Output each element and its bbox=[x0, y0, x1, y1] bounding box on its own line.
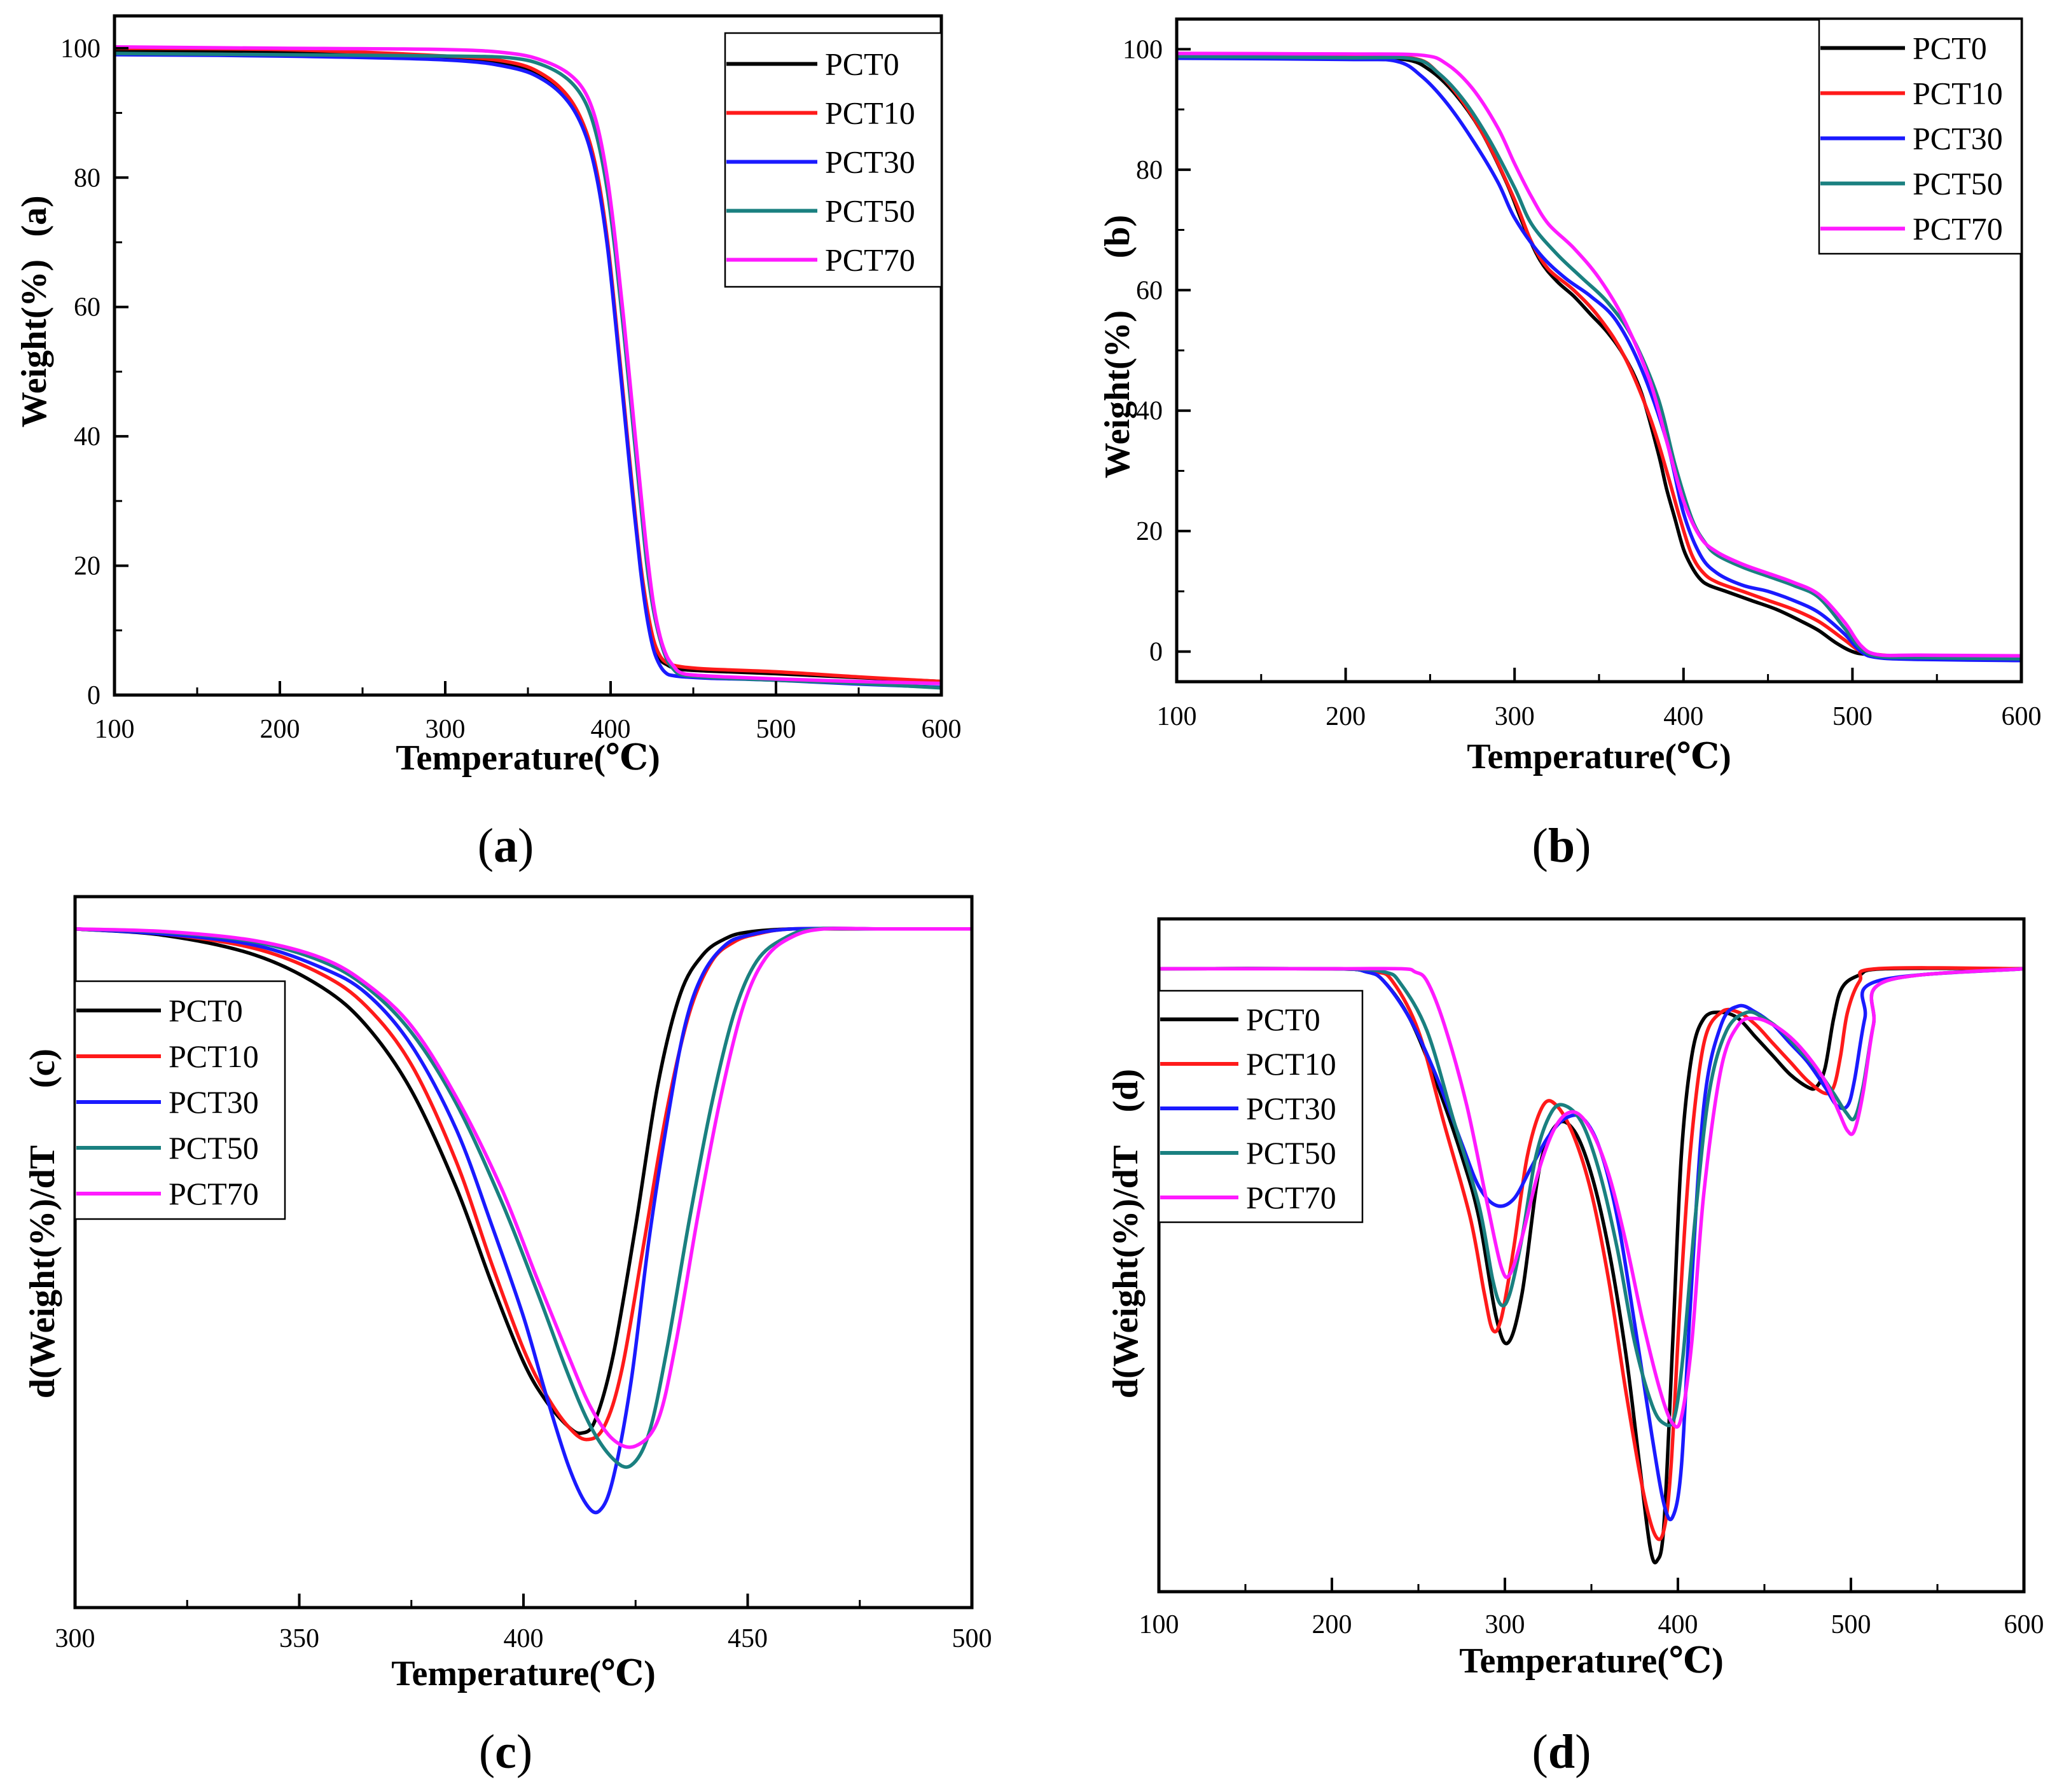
panel-a-series-pct70-line bbox=[114, 45, 941, 686]
panel-c-legend-label-pct0: PCT0 bbox=[169, 993, 243, 1028]
panel-c-legend-label-pct50: PCT50 bbox=[169, 1130, 259, 1166]
panel-a-legend: PCT0 PCT10 PCT30 PCT50 PCT70 bbox=[724, 32, 943, 288]
panel-b-y-axis-tag: (b) bbox=[1098, 215, 1137, 258]
panel-a-x-tick-label: 400 bbox=[591, 715, 631, 744]
panel-a-y-tick-label: 80 bbox=[74, 163, 100, 193]
panel-a-y-axis-tag: (a) bbox=[15, 195, 54, 237]
panel-b-legend-label-pct70: PCT70 bbox=[1913, 211, 2003, 247]
panel-c-series-pct50-line bbox=[75, 926, 972, 1469]
panel-b-y-tick-label: 40 bbox=[1136, 397, 1163, 426]
panel-c-chart: 300 350 400 450 500 Temperature(℃) d(Weight(%)… bbox=[23, 895, 992, 1693]
panel-d-x-axis-label: Temperature(℃) bbox=[1459, 1641, 1723, 1681]
panel-d-x-tick-label: 500 bbox=[1831, 1610, 1871, 1639]
panel-d-legend-label-pct0: PCT0 bbox=[1246, 1002, 1320, 1037]
panel-c-legend-label-pct30: PCT30 bbox=[169, 1084, 259, 1120]
panel-a-x-tick-label: 500 bbox=[756, 715, 796, 744]
caption-a: (a) bbox=[478, 819, 534, 872]
caption-c: (c) bbox=[479, 1725, 532, 1779]
panel-a-legend-label-pct10: PCT10 bbox=[825, 95, 915, 131]
panel-a-y-tick-label: 40 bbox=[74, 422, 100, 451]
panel-b-y-axis-label: Weight(%) bbox=[1098, 310, 1137, 478]
panel-d-series-group bbox=[1159, 966, 2024, 1564]
panel-d-series-pct10-line bbox=[1159, 966, 2024, 1541]
panel-b-chart: 100 200 300 400 500 600 0 20 40 60 80 100 Temperatur… bbox=[1098, 17, 2042, 776]
panel-d-legend-label-pct30: PCT30 bbox=[1246, 1091, 1336, 1126]
panel-b-series-pct50-line bbox=[1177, 54, 2021, 661]
panel-b-legend-label-pct50: PCT50 bbox=[1913, 166, 2003, 202]
panel-b-legend: PCT0 PCT10 PCT30 PCT50 PCT70 bbox=[1818, 18, 2023, 255]
panel-a-x-tick-label: 600 bbox=[922, 715, 962, 744]
panel-a-y-tick-label: 60 bbox=[74, 293, 100, 322]
panel-a-series-group bbox=[114, 45, 941, 690]
panel-c-x-axis-label: Temperature(℃) bbox=[391, 1654, 655, 1693]
panel-a-y-tick-label: 0 bbox=[87, 681, 100, 710]
panel-a-y-axis-label: Weight(%) bbox=[15, 259, 54, 427]
panel-b-series-pct30-line bbox=[1177, 56, 2021, 663]
panel-c-x-tick-label: 400 bbox=[504, 1624, 544, 1653]
panel-a-legend-label-pct50: PCT50 bbox=[825, 193, 915, 229]
caption-b: (b) bbox=[1532, 819, 1591, 872]
panel-b-x-axis-label: Temperature(℃) bbox=[1467, 737, 1731, 776]
panel-d-x-tick-label: 400 bbox=[1658, 1610, 1698, 1639]
panel-a-y-tick-label: 100 bbox=[60, 34, 100, 64]
panel-c-legend-label-pct70: PCT70 bbox=[169, 1176, 259, 1211]
panel-b-x-tick-label: 100 bbox=[1157, 702, 1197, 731]
panel-c-series-pct10-line bbox=[75, 927, 972, 1442]
caption-d: (d) bbox=[1532, 1725, 1591, 1779]
panel-b-x-tick-label: 200 bbox=[1326, 702, 1366, 731]
panel-c-y-axis-label: d(Weight(%)/dT bbox=[23, 1145, 62, 1398]
panel-c-legend: PCT0 PCT10 PCT30 PCT50 PCT70 bbox=[74, 980, 286, 1220]
panel-b-x-tick-label: 400 bbox=[1663, 702, 1703, 731]
panel-c-series-group bbox=[75, 926, 972, 1515]
panel-a-legend-label-pct70: PCT70 bbox=[825, 242, 915, 278]
panel-b-legend-label-pct10: PCT10 bbox=[1913, 76, 2003, 111]
panel-a-y-tick-label: 20 bbox=[74, 552, 100, 581]
panel-b-y-tick-label: 100 bbox=[1123, 35, 1163, 64]
panel-c-legend-label-pct10: PCT10 bbox=[169, 1038, 259, 1074]
panel-b-legend-box bbox=[1818, 18, 2023, 255]
panel-d-series-pct70-line bbox=[1159, 967, 2024, 1429]
panel-a-chart: 100 200 300 400 500 600 0 20 40 60 80 100 Temperatur… bbox=[15, 14, 962, 778]
panel-b-y-tick-label: 0 bbox=[1149, 638, 1163, 667]
panel-a-legend-label-pct30: PCT30 bbox=[825, 144, 915, 180]
panel-a-x-tick-label: 200 bbox=[260, 715, 300, 744]
panel-d-legend-label-pct10: PCT10 bbox=[1246, 1046, 1336, 1082]
panel-a-legend-label-pct0: PCT0 bbox=[825, 46, 899, 82]
panel-a-x-tick-label: 300 bbox=[426, 715, 466, 744]
panel-d-y-axis-label: d(Weight(%)/dT bbox=[1106, 1145, 1146, 1398]
panel-d-chart: 100 200 300 400 500 600 Temperature(℃) d(Weight… bbox=[1106, 917, 2044, 1681]
panel-d-legend: PCT0 PCT10 PCT30 PCT50 PCT70 bbox=[1158, 989, 1364, 1223]
panel-a-x-axis-label: Temperature(℃) bbox=[396, 738, 660, 778]
panel-b-series-group bbox=[1177, 52, 2021, 663]
panel-b-legend-label-pct0: PCT0 bbox=[1913, 31, 1987, 66]
panel-d-series-pct0-line bbox=[1159, 966, 2024, 1564]
panel-c-series-pct30-line bbox=[75, 927, 972, 1515]
panel-b-y-tick-label: 20 bbox=[1136, 517, 1163, 546]
panel-c-x-tick-label: 350 bbox=[279, 1624, 319, 1653]
panel-d-x-tick-label: 100 bbox=[1139, 1610, 1179, 1639]
panel-b-x-tick-label: 300 bbox=[1495, 702, 1535, 731]
panel-b-y-tick-label: 80 bbox=[1136, 156, 1163, 185]
panel-d-y-axis-tag: (d) bbox=[1106, 1069, 1146, 1112]
panel-c-series-pct0-line bbox=[75, 927, 972, 1435]
panel-c-y-axis-tag: (c) bbox=[23, 1049, 62, 1088]
panel-d-x-tick-label: 300 bbox=[1485, 1610, 1525, 1639]
panel-d-series-pct50-line bbox=[1159, 967, 2024, 1428]
panel-d-legend-label-pct50: PCT50 bbox=[1246, 1135, 1336, 1171]
panel-c-x-tick-label: 300 bbox=[55, 1624, 95, 1653]
panel-c-x-tick-label: 450 bbox=[728, 1624, 768, 1653]
panel-c-x-tick-label: 500 bbox=[952, 1624, 992, 1653]
panel-d-legend-label-pct70: PCT70 bbox=[1246, 1180, 1336, 1215]
panel-a-x-tick-label: 100 bbox=[95, 715, 135, 744]
panel-b-x-tick-label: 500 bbox=[1832, 702, 1873, 731]
panel-c-series-pct70-line bbox=[75, 927, 972, 1449]
panel-b-x-tick-label: 600 bbox=[2002, 702, 2042, 731]
panel-d-x-tick-label: 200 bbox=[1312, 1610, 1352, 1639]
panel-b-y-tick-label: 60 bbox=[1136, 276, 1163, 305]
panel-b-legend-label-pct30: PCT30 bbox=[1913, 121, 2003, 156]
panel-b-series-pct70-line bbox=[1177, 52, 2021, 658]
panel-d-x-tick-label: 600 bbox=[2004, 1610, 2044, 1639]
